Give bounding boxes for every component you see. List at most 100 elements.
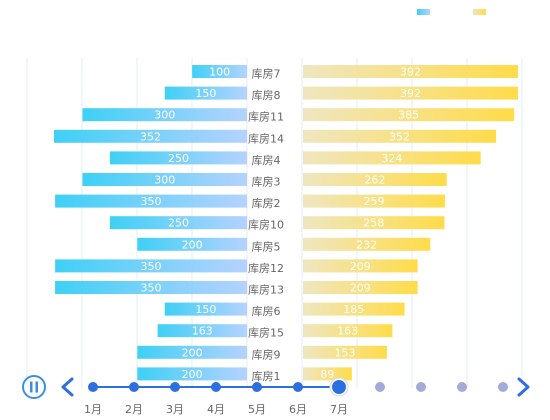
data-label-right: 262	[364, 174, 385, 187]
category-label: 库房9	[252, 348, 281, 361]
category-label: 库房6	[252, 305, 281, 318]
timeline-dot-future[interactable]	[498, 382, 508, 392]
timeline-dot-future[interactable]	[416, 382, 426, 392]
category-label: 库房3	[252, 176, 281, 189]
bar-right[interactable]	[303, 345, 387, 359]
data-label-left: 150	[195, 87, 216, 100]
data-label-left: 300	[154, 174, 175, 187]
category-label: 库房12	[248, 262, 284, 275]
timeline-label[interactable]: 1月	[84, 403, 102, 416]
bar-left[interactable]	[109, 216, 247, 230]
category-label: 库房13	[248, 284, 284, 297]
bar-left[interactable]	[137, 237, 247, 251]
bar-left[interactable]	[82, 173, 248, 186]
legend-swatch-right[interactable]	[473, 9, 486, 15]
category-labels: 库房7 库房8 库房11 库房14 库房4 库房3 库房2 库房10 库房5 库房12 库房13 库房…	[248, 68, 284, 383]
bar-right[interactable]	[303, 129, 497, 143]
timeline-track: 1月 2月 3月 4月 5月 6月 7月	[84, 377, 508, 416]
timeline-dot[interactable]	[293, 382, 303, 392]
data-label-right: 185	[343, 303, 364, 316]
data-label-right: 352	[389, 130, 410, 143]
bar-right[interactable]	[303, 216, 445, 230]
data-label-left: 350	[141, 282, 162, 295]
data-label-left: 350	[141, 195, 162, 208]
bar-left[interactable]	[109, 151, 247, 165]
timeline-dot-future[interactable]	[375, 382, 385, 392]
category-label: 库房11	[248, 111, 284, 124]
chevron-left-icon[interactable]	[61, 377, 74, 397]
data-label-left: 300	[154, 109, 175, 122]
category-label: 库房2	[252, 197, 281, 210]
bar-right[interactable]	[303, 281, 418, 294]
timeline-label[interactable]: 7月	[330, 403, 348, 416]
left-series: 100 150 300 352 250 300 350 250 200 350 350 150 163 2…	[54, 65, 248, 381]
bar-left[interactable]	[55, 194, 248, 208]
timeline-label[interactable]: 5月	[248, 403, 266, 416]
data-label-right: 163	[337, 325, 358, 338]
category-label: 库房1	[252, 370, 281, 383]
timeline-current-dot[interactable]	[332, 380, 346, 394]
data-label-left: 200	[182, 368, 203, 381]
data-label-right: 209	[350, 260, 371, 273]
data-label-left: 250	[168, 152, 189, 165]
data-label-right: 258	[363, 217, 384, 230]
data-label-left: 352	[140, 130, 161, 143]
play-pause-button[interactable]	[22, 375, 46, 399]
timeline-dot[interactable]	[129, 382, 139, 392]
chevron-right-icon[interactable]	[517, 377, 530, 397]
category-label: 库房15	[248, 327, 284, 340]
bar-right[interactable]	[303, 367, 352, 381]
timeline-label[interactable]: 2月	[125, 403, 143, 416]
bar-right[interactable]	[303, 65, 518, 78]
bar-left[interactable]	[157, 324, 247, 338]
category-label: 库房4	[252, 154, 281, 167]
timeline-label[interactable]: 3月	[166, 403, 184, 416]
category-label: 库房14	[248, 132, 284, 145]
data-label-left: 163	[192, 325, 213, 338]
timeline-dot[interactable]	[170, 382, 180, 392]
bar-right[interactable]	[303, 302, 405, 316]
legend-swatch-left[interactable]	[417, 9, 430, 15]
timeline-label[interactable]: 6月	[289, 403, 307, 416]
bar-right[interactable]	[303, 324, 393, 338]
data-label-right: 392	[400, 87, 421, 100]
timeline-dot[interactable]	[88, 382, 98, 392]
data-label-right: 89	[320, 368, 334, 381]
bar-left[interactable]	[137, 345, 247, 359]
category-label: 库房10	[248, 219, 284, 232]
bar-right[interactable]	[303, 237, 431, 251]
data-label-left: 250	[168, 217, 189, 230]
bar-right[interactable]	[303, 194, 446, 208]
bar-right[interactable]	[303, 259, 418, 273]
bar-left[interactable]	[192, 65, 247, 78]
data-label-right: 259	[364, 195, 385, 208]
right-series: 392 392 385 352 324 262 259 258 232 209 209 185 163 1…	[303, 65, 518, 381]
data-label-right: 209	[350, 282, 371, 295]
timeline-dot[interactable]	[211, 382, 221, 392]
data-label-right: 232	[356, 238, 377, 251]
bar-right[interactable]	[303, 108, 515, 122]
data-label-left: 350	[141, 260, 162, 273]
timeline-dot-future[interactable]	[457, 382, 467, 392]
data-label-right: 392	[400, 66, 421, 79]
bar-right[interactable]	[303, 151, 481, 165]
pause-icon[interactable]	[22, 375, 46, 399]
timeline-dot[interactable]	[252, 382, 262, 392]
timeline-label[interactable]: 4月	[207, 403, 225, 416]
bar-right[interactable]	[303, 173, 447, 186]
bar-left[interactable]	[137, 367, 247, 381]
bar-left[interactable]	[55, 281, 248, 294]
bar-left[interactable]	[164, 86, 247, 100]
category-label: 库房5	[252, 240, 281, 253]
bar-left[interactable]	[164, 302, 247, 316]
bar-left[interactable]	[54, 129, 247, 143]
bar-right[interactable]	[303, 86, 518, 100]
bar-left[interactable]	[82, 108, 248, 122]
data-label-left: 100	[209, 66, 230, 79]
category-label: 库房7	[252, 68, 281, 81]
data-label-right: 385	[398, 109, 419, 122]
category-label: 库房8	[252, 89, 281, 102]
bar-left[interactable]	[55, 259, 248, 273]
data-label-right: 153	[334, 346, 355, 359]
